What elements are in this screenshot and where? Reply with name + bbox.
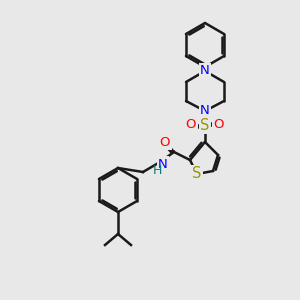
Text: O: O — [214, 118, 224, 131]
Text: S: S — [192, 167, 202, 182]
Text: N: N — [200, 64, 210, 77]
Text: N: N — [200, 104, 210, 118]
Text: N: N — [158, 158, 168, 170]
Text: H: H — [152, 164, 162, 178]
Text: S: S — [200, 118, 210, 133]
Text: O: O — [160, 136, 170, 148]
Text: O: O — [186, 118, 196, 131]
